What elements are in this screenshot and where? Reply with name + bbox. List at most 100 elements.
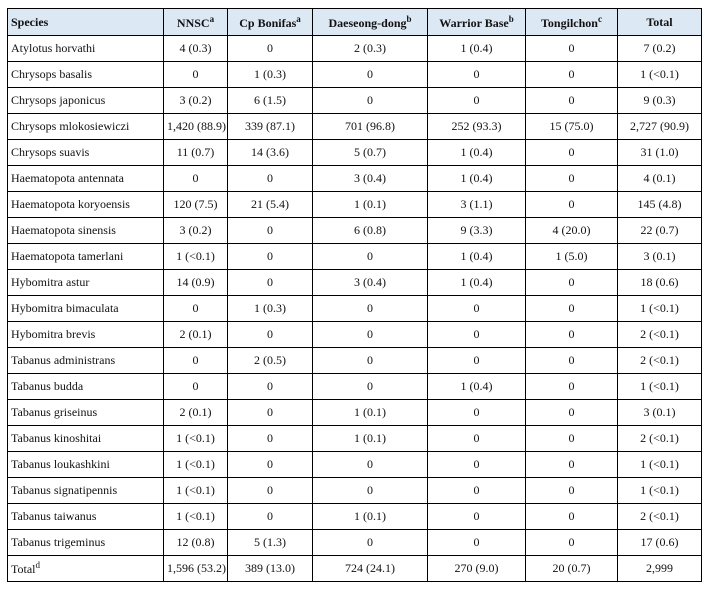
count-cell: 0 [525,373,618,400]
footnote-marker: c [597,13,602,24]
count-cell: 0 [312,243,428,270]
count-cell: 3 (0.4) [312,165,428,192]
count-cell: 0 [427,477,526,504]
column-header: Species [7,8,164,36]
count-cell: 4 (20.0) [525,217,618,244]
species-name: Tabanus trigeminus [7,529,164,556]
header-label: Total [646,14,673,29]
header-label: Daeseong-dong [328,15,407,30]
header-label: Warrior Base [439,15,509,30]
count-cell: 0 [525,347,618,374]
count-cell: 1 (0.4) [427,269,526,296]
species-name: Haematopota koryoensis [7,191,164,218]
count-cell: 14 (0.9) [163,269,228,296]
count-cell: 1 (<0.1) [617,451,702,478]
count-cell: 1 (5.0) [525,243,618,270]
species-name: Chrysops japonicus [7,87,164,114]
count-cell: 0 [227,217,313,244]
table-row: Hybomitra bimaculata 0 1 (0.3) 0 0 0 1 (<0.1) [7,295,702,322]
count-cell: 0 [163,295,228,322]
count-cell: 0 [427,425,526,452]
count-cell: 0 [427,61,526,88]
count-cell: 0 [525,35,618,62]
count-cell: 5 (1.3) [227,529,313,556]
species-name: Hybomitra astur [7,269,164,296]
count-cell: 1 (<0.1) [617,295,702,322]
species-name: Tabanus administrans [7,347,164,374]
species-name: Tabanus taiwanus [7,503,164,530]
table-row: Hybomitra astur 14 (0.9) 0 3 (0.4) 1 (0.4) 0 1… [7,269,702,296]
count-cell: 0 [227,399,313,426]
count-cell: 5 (0.7) [312,139,428,166]
total-cell: 1,596 (53.2) [163,555,228,582]
count-cell: 0 [525,477,618,504]
count-cell: 31 (1.0) [617,139,702,166]
count-cell: 0 [525,269,618,296]
header-label: Species [11,14,49,29]
count-cell: 0 [312,373,428,400]
count-cell: 0 [227,477,313,504]
count-cell: 2 (0.3) [312,35,428,62]
table-row: Tabanus taiwanus 1 (<0.1) 0 1 (0.1) 0 0 2 (<0.… [7,503,702,530]
species-table: Species NNSCa Cp Bonifasa Daeseong-dongb War… [7,8,702,582]
count-cell: 1 (<0.1) [163,425,228,452]
footnote-marker: a [296,13,301,24]
species-name: Atylotus horvathi [7,35,164,62]
total-cell: 724 (24.1) [312,555,428,582]
count-cell: 339 (87.1) [227,113,313,140]
count-cell: 1 (<0.1) [163,451,228,478]
column-header: Cp Bonifasa [227,8,313,36]
count-cell: 0 [427,529,526,556]
count-cell: 120 (7.5) [163,191,228,218]
footnote-marker: b [508,13,514,24]
count-cell: 252 (93.3) [427,113,526,140]
count-cell: 2 (0.5) [227,347,313,374]
count-cell: 3 (1.1) [427,191,526,218]
total-row: Totald 1,596 (53.2) 389 (13.0) 724 (24.1) 27… [7,555,702,582]
total-label: Totald [7,555,164,582]
count-cell: 1 (0.1) [312,425,428,452]
count-cell: 1 (0.4) [427,165,526,192]
total-cell: 270 (9.0) [427,555,526,582]
species-name: Haematopota tamerlani [7,243,164,270]
count-cell: 9 (3.3) [427,217,526,244]
count-cell: 18 (0.6) [617,269,702,296]
count-cell: 0 [427,295,526,322]
count-cell: 0 [312,87,428,114]
count-cell: 0 [525,87,618,114]
table-row: Hybomitra brevis 2 (0.1) 0 0 0 0 2 (<0.1) [7,321,702,348]
count-cell: 0 [427,503,526,530]
count-cell: 0 [427,347,526,374]
table-row: Tabanus trigeminus 12 (0.8) 5 (1.3) 0 0 0 17 (… [7,529,702,556]
count-cell: 0 [227,503,313,530]
column-header: Daeseong-dongb [312,8,428,36]
header-label: Cp Bonifas [239,15,297,30]
count-cell: 2 (<0.1) [617,347,702,374]
count-cell: 0 [227,425,313,452]
species-name: Hybomitra brevis [7,321,164,348]
count-cell: 1 (0.3) [227,295,313,322]
species-name: Tabanus signatipennis [7,477,164,504]
count-cell: 22 (0.7) [617,217,702,244]
count-cell: 1 (0.1) [312,191,428,218]
count-cell: 12 (0.8) [163,529,228,556]
count-cell: 0 [312,347,428,374]
count-cell: 0 [525,321,618,348]
table-row: Tabanus administrans 0 2 (0.5) 0 0 0 2 (<0.1) [7,347,702,374]
species-name: Chrysops suavis [7,139,164,166]
count-cell: 3 (0.2) [163,87,228,114]
table-row: Tabanus budda 0 0 0 1 (0.4) 0 1 (<0.1) [7,373,702,400]
count-cell: 0 [525,295,618,322]
count-cell: 0 [227,269,313,296]
count-cell: 0 [427,399,526,426]
count-cell: 1 (<0.1) [163,477,228,504]
count-cell: 0 [163,373,228,400]
column-header: Tongilchonc [525,8,618,36]
count-cell: 0 [163,61,228,88]
count-cell: 14 (3.6) [227,139,313,166]
count-cell: 0 [227,243,313,270]
count-cell: 701 (96.8) [312,113,428,140]
table-row: Tabanus griseinus 2 (0.1) 0 1 (0.1) 0 0 3 (0.1… [7,399,702,426]
count-cell: 1 (<0.1) [163,243,228,270]
column-header: NNSCa [163,8,228,36]
